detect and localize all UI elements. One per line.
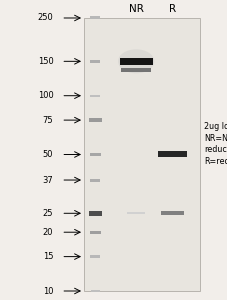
Bar bbox=[90, 178, 100, 182]
Bar bbox=[90, 94, 100, 97]
Bar bbox=[84, 18, 200, 291]
Bar bbox=[90, 153, 101, 156]
Bar bbox=[120, 58, 153, 64]
Bar bbox=[158, 152, 187, 158]
Text: 75: 75 bbox=[43, 116, 53, 124]
Text: NR: NR bbox=[129, 4, 144, 14]
Bar bbox=[89, 211, 102, 216]
Ellipse shape bbox=[118, 49, 154, 73]
Text: 250: 250 bbox=[38, 14, 53, 22]
Bar bbox=[121, 68, 151, 72]
Text: R: R bbox=[169, 4, 176, 14]
Text: 20: 20 bbox=[43, 228, 53, 237]
Bar bbox=[90, 255, 100, 258]
Bar bbox=[90, 231, 101, 234]
Bar bbox=[161, 211, 184, 215]
Text: 50: 50 bbox=[43, 150, 53, 159]
Text: 10: 10 bbox=[43, 286, 53, 296]
Bar bbox=[90, 60, 100, 63]
Bar bbox=[91, 290, 100, 292]
Text: 37: 37 bbox=[43, 176, 53, 184]
Text: 15: 15 bbox=[43, 252, 53, 261]
Text: 100: 100 bbox=[38, 91, 53, 100]
Text: 2ug loading
NR=Non-
reduced
R=reduced: 2ug loading NR=Non- reduced R=reduced bbox=[204, 122, 227, 166]
Text: 150: 150 bbox=[38, 57, 53, 66]
Bar bbox=[127, 212, 145, 214]
Text: 25: 25 bbox=[43, 209, 53, 218]
Bar bbox=[89, 118, 102, 122]
Bar bbox=[90, 16, 100, 20]
